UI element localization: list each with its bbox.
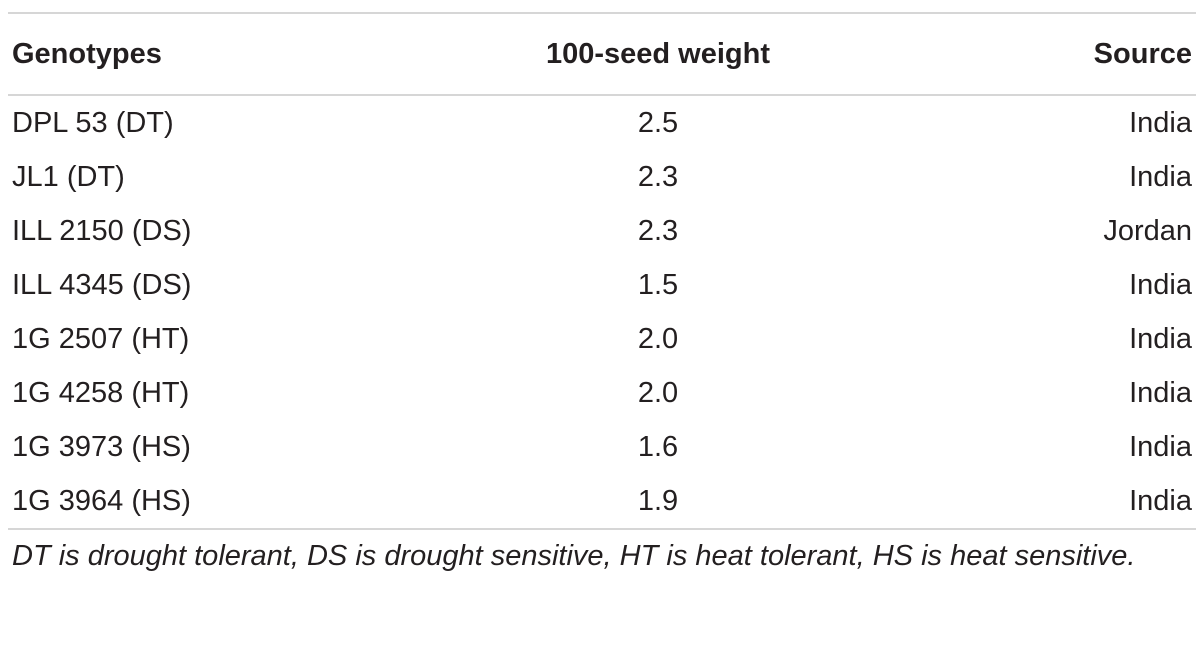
table-row: 1G 4258 (HT) 2.0 India bbox=[8, 366, 1196, 420]
data-table: Genotypes 100-seed weight Source DPL 53 … bbox=[8, 14, 1196, 528]
cell-genotype: 1G 2507 (HT) bbox=[12, 322, 190, 355]
cell-source: India bbox=[1129, 160, 1192, 193]
cell-source: India bbox=[1129, 376, 1192, 409]
cell-genotype: JL1 (DT) bbox=[12, 160, 125, 193]
table-row: ILL 4345 (DS) 1.5 India bbox=[8, 258, 1196, 312]
cell-seed-weight: 1.5 bbox=[637, 268, 679, 301]
table-footnote: DT is drought tolerant, DS is drought se… bbox=[12, 540, 1136, 572]
cell-seed-weight: 2.3 bbox=[637, 214, 679, 247]
header-source: Source bbox=[1093, 37, 1192, 70]
cell-source: India bbox=[1129, 106, 1192, 139]
cell-source: India bbox=[1129, 268, 1192, 301]
table-row: 1G 3973 (HS) 1.6 India bbox=[8, 420, 1196, 474]
table-row: JL1 (DT) 2.3 India bbox=[8, 150, 1196, 204]
cell-source: Jordan bbox=[1103, 214, 1192, 247]
table-row: 1G 3964 (HS) 1.9 India bbox=[8, 474, 1196, 528]
cell-seed-weight: 2.0 bbox=[637, 322, 679, 355]
header-seed-weight: 100-seed weight bbox=[545, 37, 771, 70]
table-row: DPL 53 (DT) 2.5 India bbox=[8, 96, 1196, 150]
genotype-table: Genotypes 100-seed weight Source DPL 53 … bbox=[8, 12, 1196, 576]
cell-seed-weight: 1.6 bbox=[637, 430, 679, 463]
header-genotypes: Genotypes bbox=[12, 37, 162, 70]
bottom-rule bbox=[8, 528, 1196, 530]
cell-genotype: DPL 53 (DT) bbox=[12, 106, 174, 139]
top-rule bbox=[8, 12, 1196, 14]
cell-source: India bbox=[1129, 322, 1192, 355]
cell-genotype: 1G 3973 (HS) bbox=[12, 430, 191, 463]
cell-source: India bbox=[1129, 484, 1192, 517]
header-rule bbox=[8, 94, 1196, 96]
cell-seed-weight: 2.3 bbox=[637, 160, 679, 193]
cell-genotype: 1G 3964 (HS) bbox=[12, 484, 191, 517]
table-header: Genotypes 100-seed weight Source bbox=[8, 14, 1196, 94]
cell-seed-weight: 2.5 bbox=[637, 106, 679, 139]
table-row: 1G 2507 (HT) 2.0 India bbox=[8, 312, 1196, 366]
table-body: DPL 53 (DT) 2.5 India JL1 (DT) 2.3 India… bbox=[8, 94, 1196, 528]
cell-genotype: 1G 4258 (HT) bbox=[12, 376, 190, 409]
cell-seed-weight: 2.0 bbox=[637, 376, 679, 409]
header-row: Genotypes 100-seed weight Source bbox=[8, 14, 1196, 94]
cell-seed-weight: 1.9 bbox=[637, 484, 679, 517]
cell-source: India bbox=[1129, 430, 1192, 463]
cell-genotype: ILL 4345 (DS) bbox=[12, 268, 192, 301]
cell-genotype: ILL 2150 (DS) bbox=[12, 214, 192, 247]
table-row: ILL 2150 (DS) 2.3 Jordan bbox=[8, 204, 1196, 258]
